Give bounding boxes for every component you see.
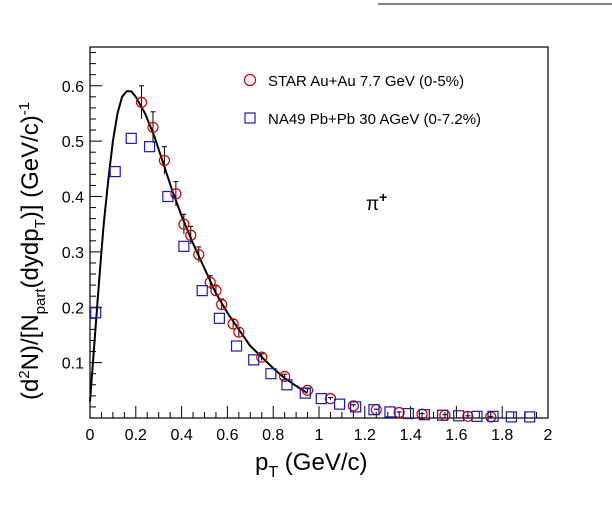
na49-point (125, 132, 137, 144)
na49-point (384, 406, 396, 418)
star-point (204, 276, 216, 288)
fit-curve-layer (89, 90, 309, 402)
legend-marker-na49 (244, 112, 256, 124)
star-point (193, 249, 205, 261)
x-tick-label: 0.4 (170, 427, 192, 444)
na49-point (162, 190, 174, 203)
na49-point (350, 401, 362, 413)
star-point (256, 351, 268, 363)
na49-point (453, 410, 465, 422)
na49-point (196, 285, 208, 297)
x-axis: 0 0.2 0.4 0.6 0.8 1 1.2 1.4 1.6 1.8 2 (86, 406, 553, 444)
plot-frame (89, 46, 549, 419)
na49-point (418, 409, 430, 421)
na49-point (230, 340, 243, 352)
x-tick-label: 1.4 (399, 427, 421, 444)
fit-curve (89, 90, 309, 402)
x-axis-title: pT (GeV/c) (255, 449, 367, 481)
na49-point (299, 387, 311, 399)
legend-label-star: STAR Au+Au 7.7 GeV (0-5%) (268, 73, 464, 90)
na49-point (109, 165, 121, 178)
na49-point (143, 141, 156, 153)
na49-point (265, 368, 277, 380)
star-point (185, 229, 197, 241)
data-points-layer (90, 85, 536, 423)
legend-label-na49: NA49 Pb+Pb 30 AGeV (0-7.2%) (268, 111, 481, 128)
star-point (301, 384, 314, 396)
na49-point (90, 307, 102, 319)
y-tick-label: 0.4 (62, 190, 84, 207)
y-tick-label: 0.1 (62, 356, 84, 373)
star-point (210, 285, 222, 297)
na49-point (437, 409, 449, 421)
x-tick-label: 1.2 (354, 427, 376, 444)
na49-point (248, 354, 260, 366)
legend-marker-star (243, 73, 257, 87)
y-tick-label: 0.3 (62, 245, 84, 262)
na49-point (213, 312, 225, 324)
star-point (393, 406, 405, 419)
y-tick-label: 0.2 (62, 300, 84, 317)
x-tick-label: 1.8 (491, 427, 513, 444)
star-point (347, 400, 359, 412)
na49-point (334, 398, 346, 410)
x-tick-label: 0 (86, 427, 95, 444)
x-tick-label: 2 (544, 427, 553, 444)
star-point (178, 218, 190, 230)
star-point (135, 96, 148, 108)
na49-point (471, 410, 483, 422)
star-point (279, 370, 291, 383)
na49-point (487, 410, 499, 422)
legend: STAR Au+Au 7.7 GeV (0-5%) NA49 Pb+Pb 30 … (243, 73, 481, 128)
star-point (462, 410, 474, 422)
na49-point (178, 240, 190, 252)
x-tick-label: 0.8 (262, 427, 284, 444)
na49-point (524, 411, 536, 423)
na49-point (315, 393, 327, 405)
na49-point (281, 379, 293, 391)
x-tick-label: 0.6 (216, 427, 238, 444)
particle-annotation: π+ (366, 189, 387, 215)
x-tick-label: 0.2 (125, 427, 147, 444)
x-tick-label: 1 (315, 427, 324, 444)
star-point (216, 298, 228, 311)
y-axis-title: (d2N)/[Npart(dydpT)] (GeV/c)-1 (16, 102, 49, 400)
y-tick-label: 0.6 (62, 79, 84, 96)
na49-point (402, 407, 414, 420)
star-point (147, 121, 159, 133)
star-point (170, 188, 182, 200)
na49-point (368, 404, 380, 416)
na49-point (505, 411, 517, 423)
star-point (233, 326, 245, 338)
x-tick-label: 1.6 (445, 427, 467, 444)
star-point (227, 318, 239, 330)
star-point (158, 154, 171, 167)
y-tick-label: 0.5 (62, 134, 84, 151)
y-axis: 0.1 0.2 0.3 0.4 0.5 0.6 (62, 52, 102, 408)
